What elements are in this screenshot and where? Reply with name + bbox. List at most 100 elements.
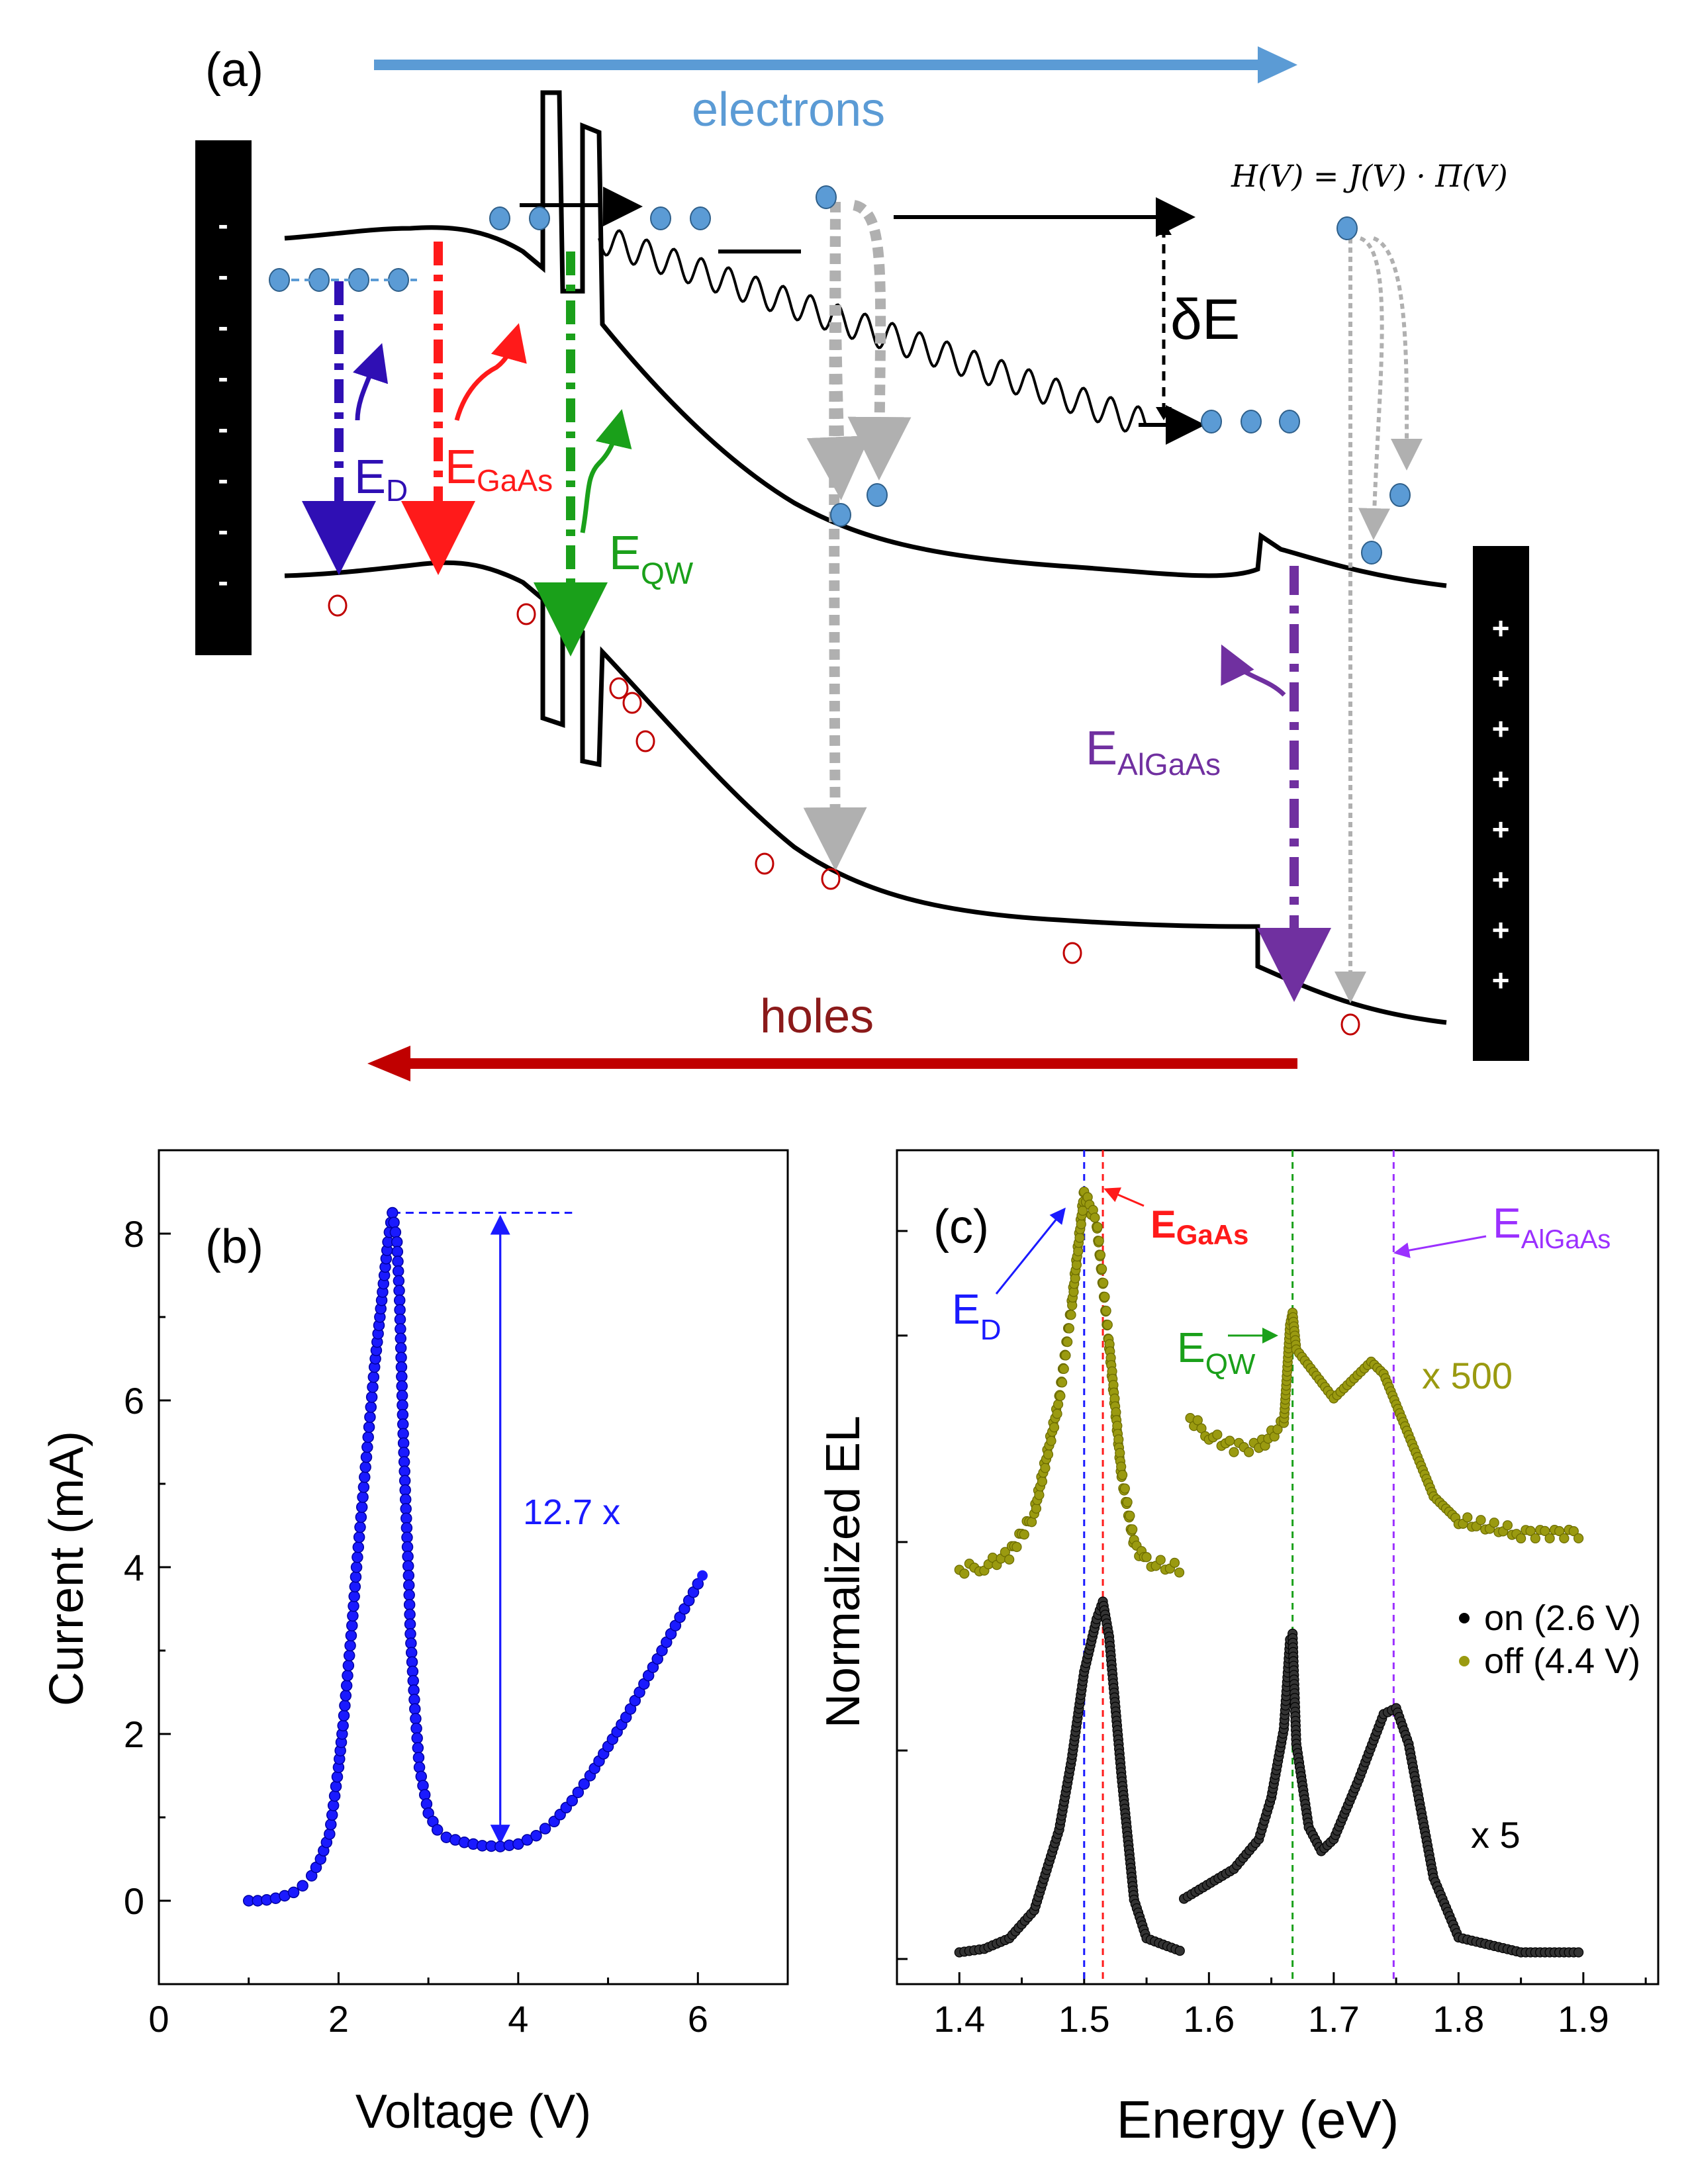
x-tick-label: 2	[328, 1998, 349, 2040]
spectrum-point	[1155, 1555, 1166, 1565]
data-point	[343, 1649, 355, 1662]
spectrum-point	[959, 1569, 970, 1579]
y-tick-label: 2	[124, 1713, 144, 1755]
data-point	[364, 1411, 376, 1423]
data-point	[404, 1618, 416, 1630]
x-tick-label: 0	[148, 1998, 169, 2040]
spectrum-point	[1174, 1946, 1185, 1956]
electron	[1201, 410, 1222, 433]
data-point	[530, 1829, 542, 1842]
data-point	[391, 1246, 404, 1258]
plus-sign: +	[1492, 762, 1510, 796]
spectrum-point	[1090, 1212, 1100, 1223]
hole	[609, 677, 629, 700]
spectrum-point	[1074, 1232, 1085, 1243]
data-point	[393, 1275, 405, 1287]
holes-label: holes	[760, 990, 874, 1043]
spectrum-point	[1119, 1483, 1130, 1494]
data-point	[431, 1824, 444, 1836]
spectrum-point	[1122, 1497, 1133, 1508]
data-point	[697, 1570, 708, 1581]
plus-sign: +	[1492, 661, 1510, 696]
spectrum-point	[1043, 1449, 1054, 1460]
data-point	[411, 1732, 423, 1745]
data-point	[397, 1399, 408, 1411]
x-tick-label: 1.7	[1308, 1998, 1360, 2040]
electron	[1361, 541, 1382, 565]
plus-sign: +	[1492, 711, 1510, 746]
data-point	[401, 1531, 413, 1543]
data-point	[402, 1551, 414, 1563]
spectrum-point	[1053, 1399, 1064, 1410]
data-point	[395, 1361, 408, 1373]
electron	[1389, 483, 1411, 507]
spectrum-point	[1244, 1447, 1254, 1457]
electrons-flow-arrow	[374, 46, 1297, 83]
data-point	[395, 1323, 406, 1335]
spectrum-point	[1169, 1557, 1180, 1568]
data-point	[340, 1680, 353, 1692]
plus-sign: +	[1492, 862, 1510, 897]
x-tick-label: 6	[688, 1998, 708, 2040]
data-point	[342, 1659, 355, 1672]
data-point	[337, 1719, 349, 1732]
spectrum-point	[1034, 1490, 1045, 1500]
formula: H(V) = J(V) · Π(V)	[1231, 158, 1508, 194]
hole	[1340, 1013, 1360, 1036]
minus-sign: -	[218, 309, 228, 343]
spectrum-point	[1062, 1336, 1073, 1347]
right-contact-signs: + + + + + + + +	[1492, 611, 1510, 997]
data-point	[395, 1342, 407, 1354]
right-contact	[1473, 546, 1529, 1061]
spectrum-point	[1516, 1533, 1526, 1544]
data-point	[397, 1418, 409, 1430]
ed-emission-arrow	[352, 343, 389, 421]
data-point	[361, 1441, 373, 1453]
legend: on (2.6 V) off (4.4 V)	[1459, 1598, 1641, 1681]
spectrum-point	[1095, 1250, 1106, 1260]
spectrum-point	[1097, 1263, 1107, 1274]
minus-sign: -	[218, 411, 228, 445]
data-point	[355, 1501, 368, 1514]
data-point	[388, 1216, 400, 1228]
data-point	[357, 1481, 370, 1493]
spectrum-point	[1554, 1525, 1565, 1537]
panel-c-xlabel: Energy (eV)	[1117, 2090, 1399, 2149]
eqw-marker-label: EQW	[1177, 1324, 1256, 1381]
minus-sign: -	[218, 207, 228, 242]
electron	[489, 206, 510, 230]
data-point	[391, 1236, 403, 1248]
data-point	[346, 1619, 358, 1631]
data-point	[393, 1295, 406, 1306]
spectrum-point	[1116, 1461, 1127, 1472]
minus-sign: -	[218, 462, 228, 496]
data-point	[350, 1570, 362, 1583]
plus-sign: +	[1492, 913, 1510, 947]
spectrum-point	[1011, 1541, 1022, 1553]
holes-flow-arrow	[367, 1046, 1297, 1081]
spectrum-point	[1540, 1525, 1550, 1537]
photon-emission-wave	[598, 229, 1147, 433]
spectrum-point	[1530, 1533, 1540, 1544]
spectrum-point	[1073, 1246, 1084, 1257]
spectrum-point	[1055, 1390, 1066, 1401]
spectrum-point	[1502, 1520, 1513, 1531]
spectrum-point	[1174, 1567, 1185, 1578]
panel-b: (b) 0 2 4 6 0 2 4 6 8 Voltage (V) Current (mA) 1…	[40, 1149, 789, 2138]
data-point	[325, 1819, 337, 1831]
y-tick-label: 6	[124, 1380, 144, 1422]
panel-b-label: (b)	[205, 1220, 263, 1273]
spectrum-point	[1031, 1503, 1041, 1514]
data-point	[396, 1371, 408, 1383]
y-tick-label: 0	[124, 1880, 144, 1922]
ed-label: ED	[354, 451, 408, 508]
data-point	[403, 1589, 415, 1601]
x-tick-label: 1.8	[1432, 1998, 1484, 2040]
spectrum-point	[1056, 1377, 1068, 1388]
data-point	[328, 1790, 341, 1802]
data-point	[395, 1351, 407, 1363]
left-contact-signs: - - - - - - - -	[218, 207, 228, 598]
electron	[1336, 216, 1358, 240]
spectrum-point	[1040, 1463, 1051, 1473]
